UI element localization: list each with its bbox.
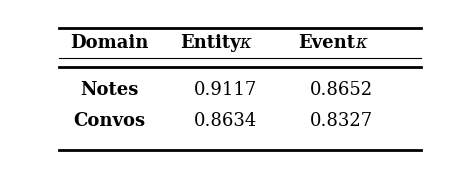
Text: 0.8652: 0.8652 — [310, 81, 373, 99]
Text: 0.8634: 0.8634 — [194, 112, 257, 130]
Text: Domain: Domain — [70, 34, 148, 52]
Text: κ: κ — [240, 34, 251, 52]
Text: Entity: Entity — [181, 34, 241, 52]
Text: Convos: Convos — [73, 112, 146, 130]
Text: κ: κ — [356, 34, 367, 52]
Text: Notes: Notes — [80, 81, 139, 99]
Text: Event: Event — [299, 34, 355, 52]
Text: 0.8327: 0.8327 — [310, 112, 373, 130]
Text: 0.9117: 0.9117 — [194, 81, 257, 99]
